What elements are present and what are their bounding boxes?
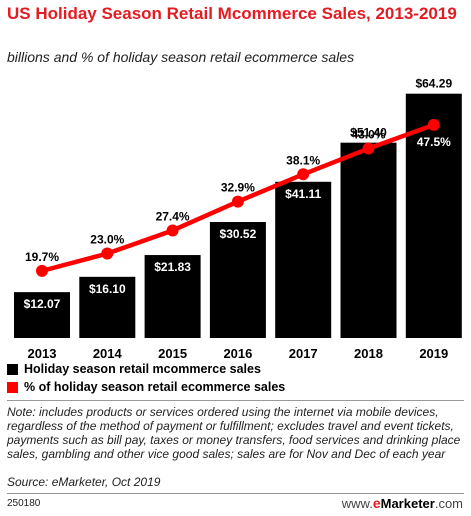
brand-prefix: www.: [341, 496, 373, 511]
bar-value-label-2016: $30.52: [220, 227, 257, 241]
line-value-label-2013: 19.7%: [25, 250, 59, 264]
brand-suffix: .com: [434, 496, 463, 511]
bar-value-label-2017: $41.11: [285, 187, 321, 201]
line-value-label-2018: 43.0%: [351, 128, 385, 142]
line-point-2019: [427, 118, 440, 131]
x-tick-label-2018: 2018: [354, 346, 383, 360]
emarketer-logo[interactable]: www.eMarketer.com: [342, 495, 463, 511]
chart-id: 250180: [7, 498, 41, 509]
chart-title: US Holiday Season Retail Mcommerce Sales…: [7, 4, 457, 23]
chart-plot: 2013 2014 2015 2016 2017 2018 2019 $12.07 19.7% $…: [14, 77, 462, 360]
bar-2013: [14, 292, 70, 338]
line-value-label-2019: 47.5%: [417, 135, 451, 149]
bar-2017: [275, 181, 332, 338]
x-tick-label-2019: 2019: [419, 346, 448, 360]
line-point-2013: [36, 264, 48, 277]
legend-swatch-line: [7, 381, 18, 393]
legend-item-line: % of holiday season retail ecommerce sal…: [7, 380, 285, 394]
line-point-2017: [297, 168, 310, 181]
legend-label-line: % of holiday season retail ecommerce sal…: [24, 380, 286, 394]
bar-value-label-2014: $16.10: [89, 282, 126, 296]
bar-2018: [340, 142, 397, 338]
source-note: Source: eMarketer, Oct 2019: [7, 475, 161, 489]
line-value-label-2015: 27.4%: [156, 209, 190, 223]
legend-swatch-bars: [7, 363, 18, 375]
line-point-2014: [101, 247, 114, 260]
line-value-label-2017: 38.1%: [286, 153, 320, 167]
line-point-2015: [166, 224, 179, 237]
chart-subtitle: billions and % of holiday season retail …: [7, 49, 355, 65]
bar-2015: [144, 255, 201, 338]
x-tick-label-2016: 2016: [223, 346, 252, 360]
bar-2016: [209, 222, 266, 338]
line-value-label-2014: 23.0%: [90, 233, 124, 247]
x-tick-label-2017: 2017: [289, 346, 318, 360]
divider-top: [7, 400, 464, 401]
line-point-2016: [231, 195, 244, 208]
brand-name: Marketer: [380, 496, 435, 511]
bar-value-label-2013: $12.07: [24, 297, 61, 311]
legend-item-bars: Holiday season retail mcommerce sales: [7, 362, 261, 376]
bar-value-label-2019: $64.29: [415, 77, 452, 91]
x-tick-label-2015: 2015: [158, 346, 187, 360]
bar-2019: [405, 93, 462, 338]
footnote: Note: includes products or services orde…: [7, 405, 461, 461]
line-value-label-2016: 32.9%: [221, 181, 255, 195]
x-tick-label-2013: 2013: [28, 346, 57, 360]
brand-e: e: [372, 495, 381, 511]
bar-2014: [79, 276, 136, 338]
divider-bottom: [7, 493, 464, 494]
bar-value-label-2015: $21.83: [154, 260, 191, 274]
bar-value-label-2018: $51.40: [350, 126, 387, 140]
x-tick-label-2014: 2014: [93, 346, 123, 360]
line-point-2018: [362, 142, 375, 155]
legend-label-bars: Holiday season retail mcommerce sales: [24, 362, 261, 376]
